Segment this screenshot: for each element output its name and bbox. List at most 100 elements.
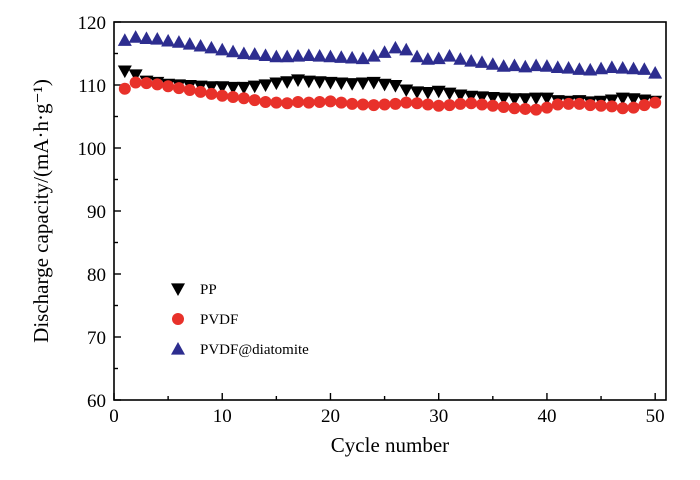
data-point xyxy=(247,80,262,94)
data-point xyxy=(388,40,403,54)
data-point xyxy=(519,102,532,115)
data-points xyxy=(117,30,663,116)
legend-label: PP xyxy=(200,282,217,298)
data-point xyxy=(496,92,511,106)
data-point xyxy=(377,78,392,92)
data-point xyxy=(236,46,251,60)
data-point xyxy=(247,47,262,60)
x-tick-label: 0 xyxy=(109,406,119,427)
data-point xyxy=(194,85,207,98)
data-point xyxy=(292,96,304,109)
axis-ticks xyxy=(113,21,656,401)
data-point xyxy=(475,91,489,104)
data-point xyxy=(334,77,349,91)
data-point xyxy=(118,82,131,95)
data-point xyxy=(237,92,250,105)
data-point xyxy=(151,78,164,91)
y-tick-label: 100 xyxy=(78,139,107,160)
data-point xyxy=(227,90,240,103)
y-tick-label: 90 xyxy=(87,202,106,223)
data-point xyxy=(530,103,543,116)
data-point xyxy=(172,82,185,95)
data-point xyxy=(594,61,609,75)
data-point xyxy=(529,92,544,106)
data-point xyxy=(355,77,370,91)
data-point xyxy=(529,58,544,72)
data-point xyxy=(302,96,315,109)
x-axis-title: Cycle number xyxy=(331,433,449,457)
data-point xyxy=(626,61,641,75)
data-point xyxy=(183,84,196,97)
data-point xyxy=(562,97,575,110)
data-point xyxy=(507,58,522,72)
data-point xyxy=(128,69,143,82)
data-point xyxy=(497,101,510,114)
data-point xyxy=(334,50,349,63)
data-point xyxy=(615,92,630,106)
data-point xyxy=(464,54,479,67)
data-point xyxy=(595,99,608,112)
data-point xyxy=(258,48,273,61)
legend-label: PVDF xyxy=(200,312,238,328)
data-point xyxy=(140,77,153,90)
y-tick-label: 70 xyxy=(87,328,106,349)
data-point xyxy=(420,86,435,100)
data-point xyxy=(205,87,218,100)
data-point xyxy=(615,60,630,74)
data-point xyxy=(236,81,251,95)
data-point xyxy=(323,76,338,90)
data-point xyxy=(518,93,533,106)
data-point xyxy=(604,60,619,73)
data-point xyxy=(355,51,370,65)
data-point xyxy=(346,97,359,110)
data-point xyxy=(486,99,499,112)
x-tick-label: 40 xyxy=(537,406,556,427)
legend: PP PVDF PVDF@diatomite xyxy=(171,282,309,358)
y-tick-label: 110 xyxy=(78,76,106,97)
data-point xyxy=(215,81,230,94)
data-point xyxy=(324,95,337,108)
data-point xyxy=(399,42,414,56)
axis-tick-labels: 0 10 20 30 40 50 60 70 80 90 100 110 120 xyxy=(78,13,665,427)
data-point xyxy=(345,78,360,91)
data-point xyxy=(312,49,327,62)
data-point xyxy=(204,81,219,94)
data-point xyxy=(270,96,283,109)
data-point xyxy=(465,97,478,110)
data-point xyxy=(281,97,294,110)
data-point xyxy=(117,65,132,79)
data-point xyxy=(442,87,457,101)
data-point xyxy=(649,96,662,109)
series-pvdf-diatomite xyxy=(117,30,663,79)
data-point xyxy=(193,38,208,52)
data-point xyxy=(377,45,392,58)
y-tick-label: 80 xyxy=(87,265,106,286)
legend-marker xyxy=(172,313,184,325)
data-point xyxy=(301,75,316,89)
x-tick-label: 50 xyxy=(646,406,665,427)
data-point xyxy=(485,92,500,105)
series-pvdf xyxy=(118,76,662,116)
data-point xyxy=(204,40,219,54)
data-point xyxy=(626,93,641,106)
data-point xyxy=(117,33,132,46)
data-point xyxy=(400,96,413,109)
data-point xyxy=(453,52,468,65)
data-point xyxy=(411,97,424,110)
data-point xyxy=(139,31,154,44)
data-point xyxy=(475,55,489,68)
data-point xyxy=(616,102,629,115)
data-point xyxy=(162,80,175,93)
data-point xyxy=(584,99,597,112)
data-point xyxy=(518,59,533,73)
data-point xyxy=(540,101,553,114)
legend-label: PVDF@diatomite xyxy=(200,342,309,358)
data-point xyxy=(453,89,468,103)
data-point xyxy=(291,74,305,87)
data-point xyxy=(432,99,445,112)
data-point xyxy=(637,62,652,75)
data-point xyxy=(421,98,434,111)
data-point xyxy=(335,96,348,109)
data-point xyxy=(269,49,284,63)
